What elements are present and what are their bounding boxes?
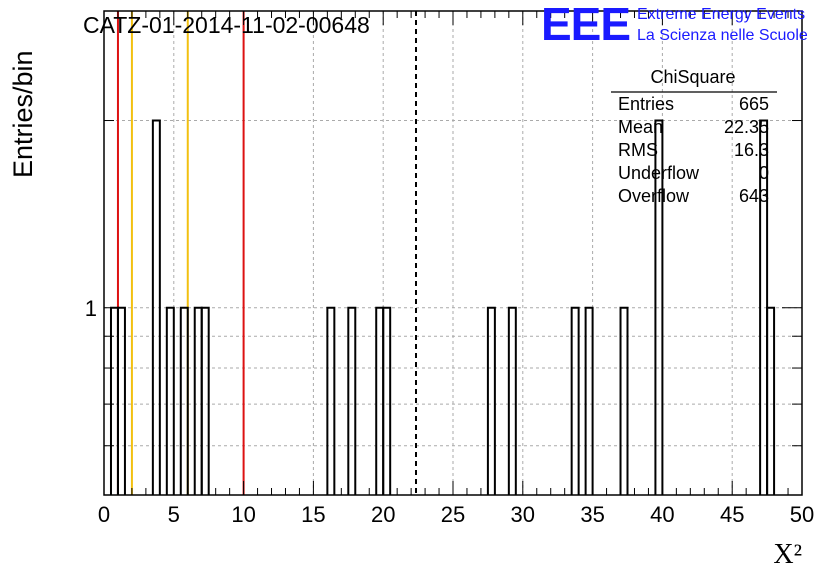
- histogram-bin: [200, 306, 210, 495]
- histogram-bin: [347, 306, 357, 495]
- histogram-bin: [619, 306, 629, 495]
- x-tick-label: 5: [168, 502, 180, 527]
- histogram-bin: [179, 306, 189, 495]
- stats-label-mean: Mean: [618, 117, 663, 137]
- x-axis-label: X²: [773, 539, 802, 570]
- stats-value-entries: 665: [739, 94, 769, 114]
- y-axis-label: Entries/bin: [8, 50, 38, 178]
- stats-label-rms: RMS: [618, 140, 658, 160]
- y-tick-label: 1: [85, 296, 97, 321]
- histogram-bin: [570, 306, 580, 495]
- histogram-bin: [165, 306, 175, 495]
- x-tick-label: 35: [580, 502, 604, 527]
- stats-label-overflow: Overflow: [618, 186, 690, 206]
- x-tick-label: 30: [511, 502, 535, 527]
- reference-lines: [116, 11, 418, 495]
- histogram-bin: [507, 306, 517, 495]
- x-tick-label: 20: [371, 502, 395, 527]
- x-tick-label: 10: [231, 502, 255, 527]
- x-tick-label: 50: [790, 502, 814, 527]
- stats-label-entries: Entries: [618, 94, 674, 114]
- histogram-bin: [584, 306, 594, 495]
- grid: [104, 11, 802, 495]
- x-tick-label: 45: [720, 502, 744, 527]
- x-tick-label: 40: [650, 502, 674, 527]
- x-tick-label: 0: [98, 502, 110, 527]
- stats-label-underflow: Underflow: [618, 163, 700, 183]
- stats-rows: Entries 665 Mean 22.35 RMS 16.3 Underflow 0 Over…: [618, 94, 769, 206]
- x-tick-label: 15: [301, 502, 325, 527]
- histogram-bin: [654, 119, 664, 495]
- axis-ticks: 0 5 10 15 20 25 30 35 40 45 50 1: [85, 10, 814, 527]
- chart-title: CATZ-01-2014-11-02-00648: [83, 12, 370, 38]
- stats-box: ChiSquare Entries 665 Mean 22.35 RMS 16.3 Unde…: [611, 67, 777, 206]
- histogram-bin: [382, 306, 392, 495]
- eee-logo-line2: La Scienza nelle Scuole: [637, 27, 808, 44]
- eee-logo: EEE Extreme Energy Events La Scienza nel…: [541, 0, 808, 50]
- eee-logo-mark: EEE: [541, 0, 630, 50]
- stats-value-rms: 16.3: [734, 140, 769, 160]
- x-tick-label: 25: [441, 502, 465, 527]
- histogram-bin: [486, 306, 496, 495]
- histogram-bin: [326, 306, 336, 495]
- histogram-bin: [766, 306, 776, 495]
- stats-box-name: ChiSquare: [650, 67, 735, 87]
- stats-value-overflow: 643: [739, 186, 769, 206]
- stats-value-underflow: 0: [759, 163, 769, 183]
- histogram-bin: [151, 119, 161, 495]
- eee-logo-line1: Extreme Energy Events: [637, 6, 805, 23]
- stats-value-mean: 22.35: [724, 117, 769, 137]
